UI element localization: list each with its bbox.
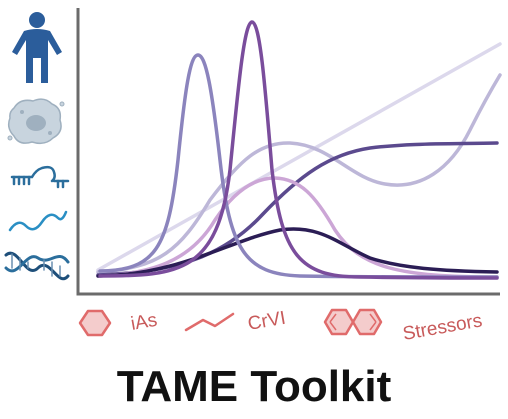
- dna-icon: [4, 251, 70, 280]
- pink-hump-curve: [96, 176, 499, 279]
- plot-axes: [76, 8, 500, 296]
- stressors-label: Stressors: [401, 310, 484, 345]
- crvi-label: CrVI: [246, 308, 287, 335]
- diagonal-line: [96, 42, 502, 272]
- toolkit-title: TAME Toolkit: [117, 362, 392, 411]
- ias-label: iAs: [129, 310, 159, 335]
- tall-left-peak-curve: [98, 53, 499, 279]
- wide-hump-curve: [96, 73, 502, 274]
- mrna-icon: [8, 210, 68, 232]
- tall-right-peak-curve: [98, 20, 499, 280]
- cell-icon: [7, 98, 65, 145]
- hexagon-icon: [78, 309, 112, 337]
- chain-icon: [184, 312, 235, 332]
- human-icon: [12, 12, 62, 83]
- rna-icon: [10, 165, 70, 189]
- naphthalene-icon: [323, 308, 383, 336]
